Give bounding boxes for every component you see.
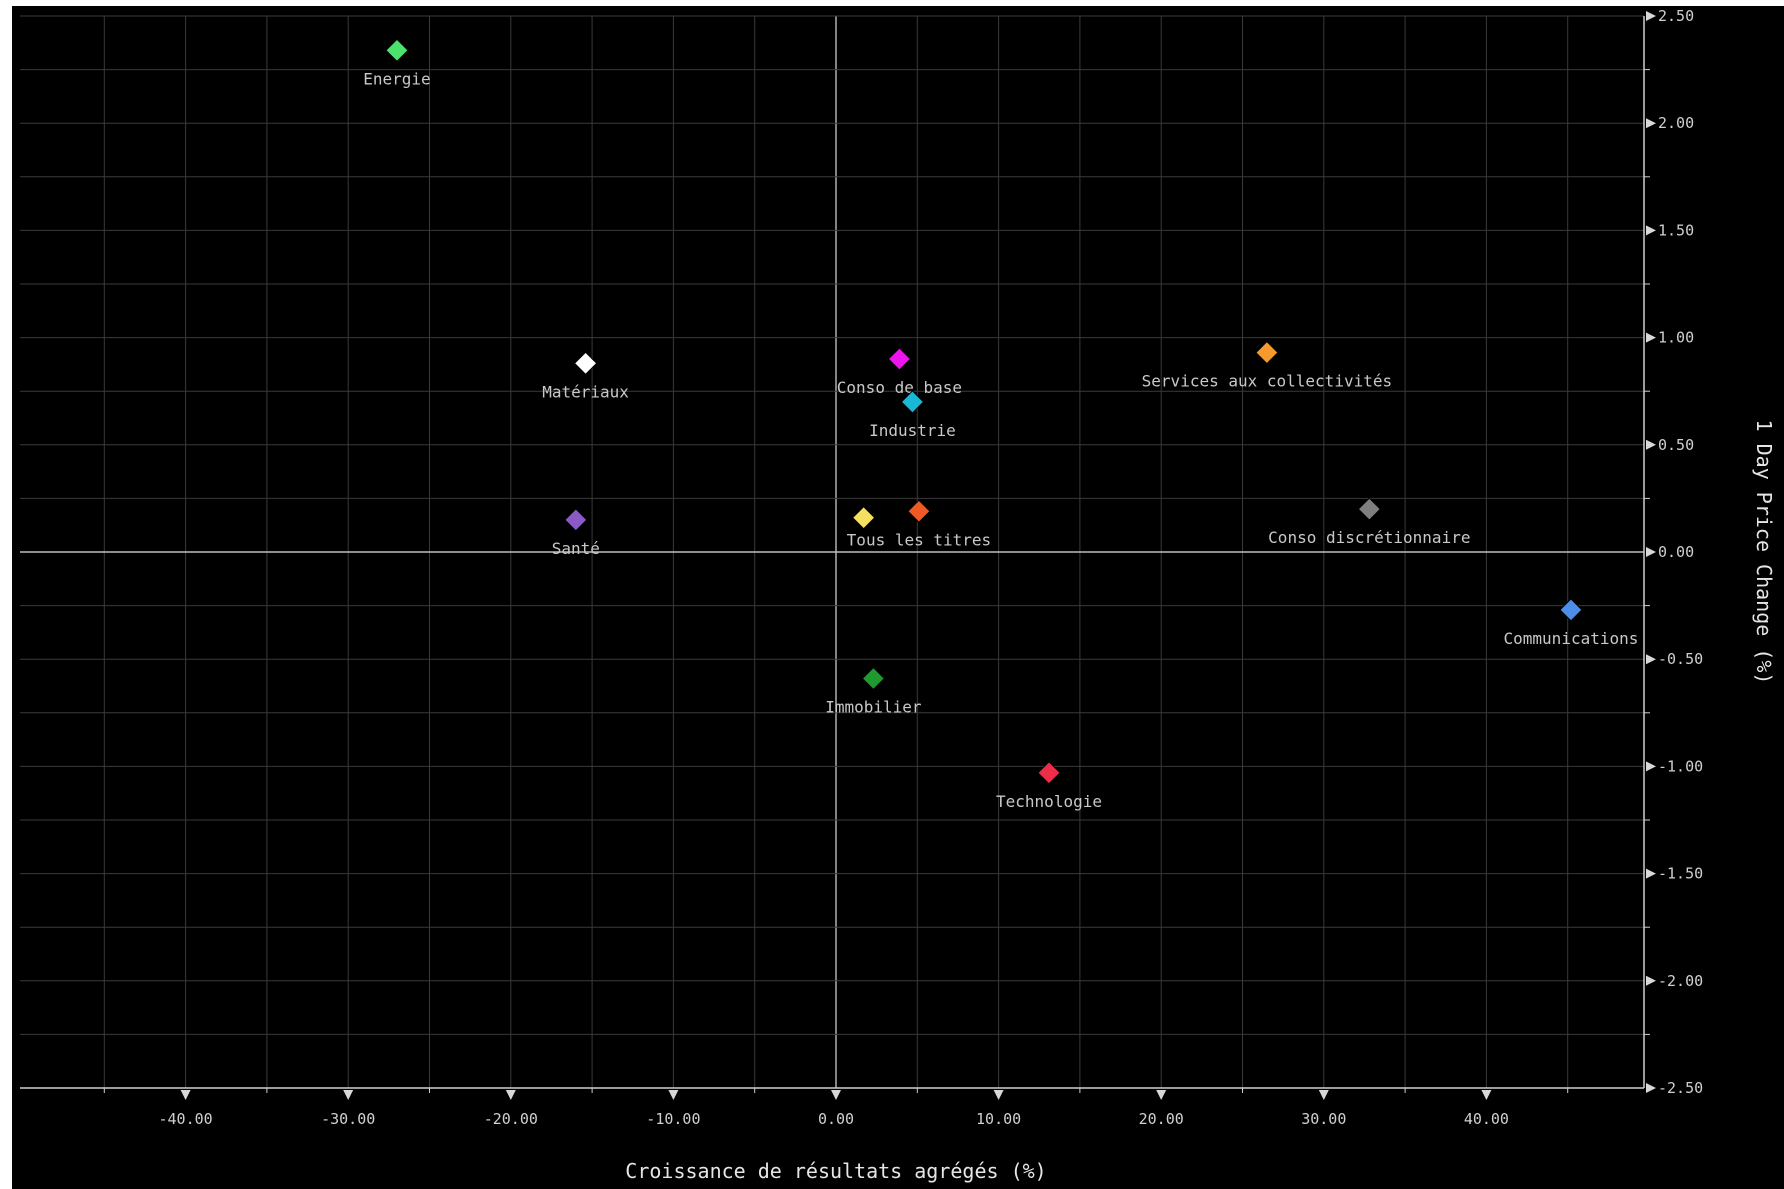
y-tick-marker xyxy=(1646,761,1656,772)
y-tick-label: 1.50 xyxy=(1658,221,1694,239)
grid-lines xyxy=(20,15,1644,1089)
y-tick-marker xyxy=(1646,547,1656,557)
y-tick-label: 1.00 xyxy=(1658,329,1694,347)
data-point-marker xyxy=(1037,761,1061,785)
y-tick-label: 0.50 xyxy=(1658,436,1694,454)
data-point-marker xyxy=(861,666,886,691)
y-tick-label: 2.00 xyxy=(1658,114,1694,132)
y-tick-marker xyxy=(1646,118,1656,129)
chart-panel: -40.00 -30.00 -20.00 -10.00 0.00 10.00 20.00 30… xyxy=(12,6,1784,1189)
data-point-label: Energie xyxy=(363,69,430,88)
scatter-plot: -40.00 -30.00 -20.00 -10.00 0.00 10.00 20.00 30… xyxy=(20,7,1776,1183)
data-point-marker xyxy=(900,390,925,414)
y-axis-title: 1 Day Price Change (%) xyxy=(1752,420,1776,685)
y-tick-label: 0.00 xyxy=(1658,543,1694,561)
data-point-label: Tous les titres xyxy=(847,530,992,549)
y-tick-marker xyxy=(1646,868,1656,879)
data-point-label: Santé xyxy=(552,539,600,558)
x-tick-label: -30.00 xyxy=(321,1110,375,1128)
data-point-label: Industrie xyxy=(869,421,956,440)
x-tick-marker xyxy=(993,1090,1004,1100)
y-tick-marker xyxy=(1646,439,1656,450)
data-point-marker xyxy=(887,347,912,371)
data-point-marker xyxy=(564,508,588,532)
y-tick-marker xyxy=(1646,1083,1656,1093)
x-tick-marker xyxy=(343,1090,354,1100)
x-axis-title: Croissance de résultats agrégés (%) xyxy=(625,1159,1046,1183)
data-point-label: Communications xyxy=(1504,629,1639,648)
y-tick-label: -1.00 xyxy=(1658,757,1703,775)
x-tick-marker xyxy=(668,1090,679,1100)
y-tick-marker xyxy=(1646,654,1656,665)
x-tick-label: 20.00 xyxy=(1139,1110,1184,1128)
x-tick-label: -20.00 xyxy=(484,1110,538,1128)
x-tick-label: 30.00 xyxy=(1301,1110,1346,1128)
x-tick-marker xyxy=(1318,1090,1329,1100)
data-points: Energie Matériaux Conso de base Industrie Se… xyxy=(363,38,1639,811)
x-tick-marker xyxy=(1156,1090,1167,1100)
data-point-label: Conso de base xyxy=(837,378,962,397)
y-tick-marker xyxy=(1646,225,1656,236)
data-point-marker xyxy=(1357,497,1382,521)
x-tick-label: -40.00 xyxy=(159,1110,213,1128)
x-tick-label: -10.00 xyxy=(646,1110,700,1128)
data-point-marker xyxy=(1559,598,1583,622)
x-tick-marker xyxy=(180,1090,191,1100)
x-tick-label: 10.00 xyxy=(976,1110,1021,1128)
y-tick-marker xyxy=(1646,332,1656,343)
y-tick-label: 2.50 xyxy=(1658,7,1694,25)
data-point-label: Services aux collectivités xyxy=(1142,372,1392,391)
y-tick-marker xyxy=(1646,975,1656,986)
x-tick-label: 0.00 xyxy=(818,1110,854,1128)
data-point-marker xyxy=(851,505,876,530)
data-point-label: Technologie xyxy=(996,792,1102,811)
x-tick-marker xyxy=(505,1090,516,1100)
data-point-label: Conso discrétionnaire xyxy=(1268,528,1470,547)
y-tick-label: -0.50 xyxy=(1658,650,1703,668)
axis-titles: Croissance de résultats agrégés (%) 1 Da… xyxy=(625,420,1776,1183)
data-point-marker xyxy=(907,499,931,523)
x-tick-marker xyxy=(831,1090,841,1100)
x-tick-marker xyxy=(1481,1090,1492,1100)
data-point-label: Matériaux xyxy=(542,382,629,401)
y-tick-label: -2.50 xyxy=(1658,1079,1703,1097)
y-tick-marker xyxy=(1646,11,1656,21)
y-tick-label: -2.00 xyxy=(1658,972,1703,990)
data-point-marker xyxy=(385,38,409,63)
x-tick-label: 40.00 xyxy=(1464,1110,1509,1128)
axes: -40.00 -30.00 -20.00 -10.00 0.00 10.00 20.00 30… xyxy=(20,7,1703,1128)
data-point-label: Immobilier xyxy=(825,697,922,716)
data-point-marker xyxy=(573,351,598,376)
y-tick-label: -1.50 xyxy=(1658,865,1703,883)
data-point-marker xyxy=(1255,340,1279,365)
